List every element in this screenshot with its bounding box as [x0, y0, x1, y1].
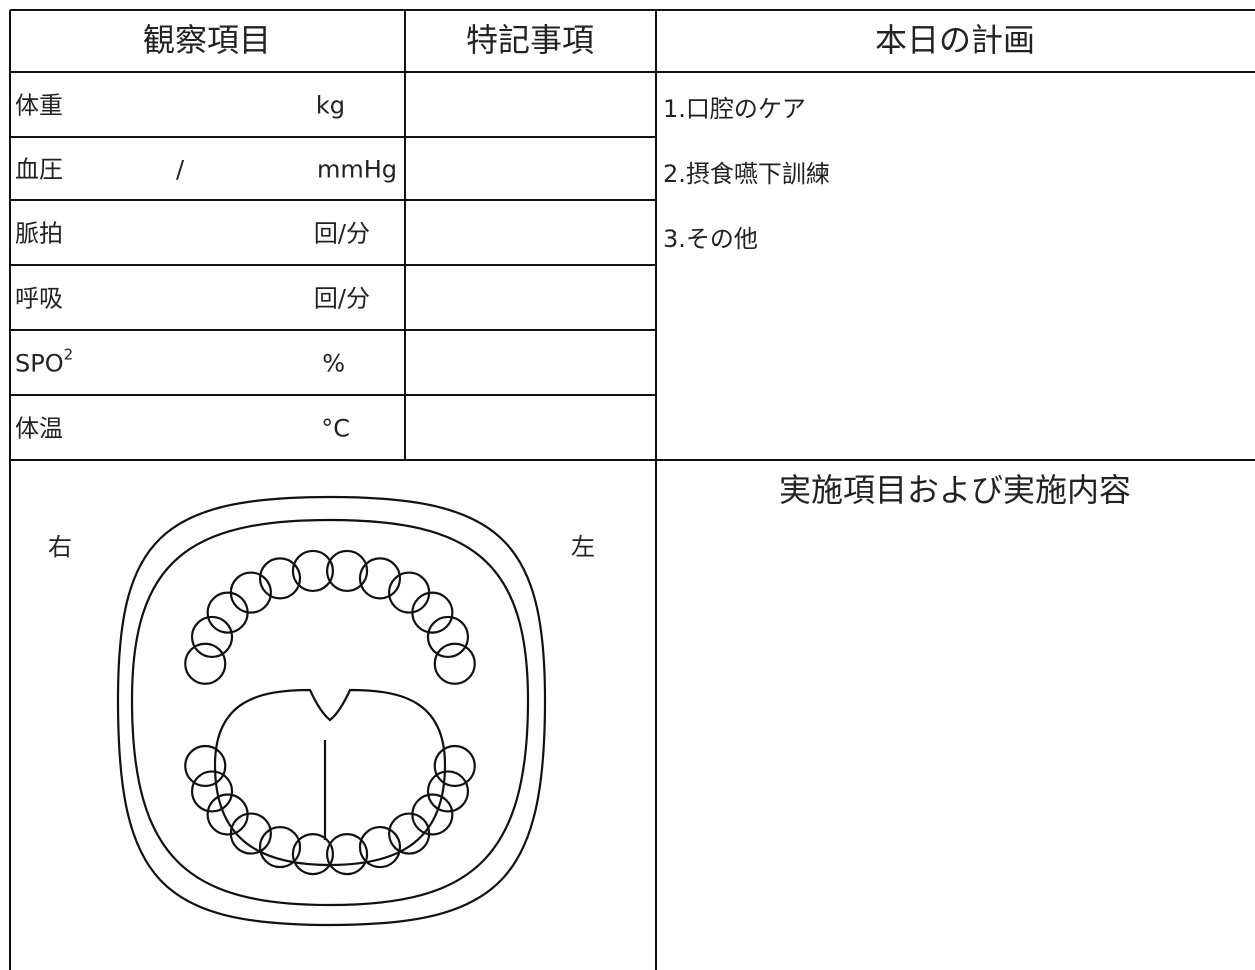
- row-label: 脈拍: [15, 220, 63, 248]
- implementation-title: 実施項目および実施内容: [779, 471, 1131, 509]
- diagram-right: 右: [48, 533, 72, 561]
- row-unit: kg: [316, 92, 345, 120]
- tooth: [190, 615, 234, 659]
- tooth: [358, 825, 402, 869]
- tooth: [388, 812, 431, 855]
- header-plan: 本日の計画: [875, 21, 1035, 59]
- row-unit: mmHg: [317, 156, 397, 184]
- row-label: 呼吸: [15, 285, 63, 313]
- tooth: [291, 549, 335, 593]
- diagram-left: 左: [571, 533, 595, 561]
- tooth: [433, 744, 476, 788]
- row-label-text: SPO: [15, 350, 64, 378]
- row-label: SPO2: [15, 345, 73, 378]
- tooth: [426, 615, 470, 659]
- row-label-text: 呼吸: [15, 285, 63, 313]
- tooth: [325, 833, 369, 876]
- table-lines: [9, 9, 1255, 970]
- tooth: [206, 793, 249, 836]
- mouth-diagram: [116, 495, 547, 927]
- tooth: [184, 642, 227, 685]
- row-label-text: 体重: [15, 92, 63, 120]
- tooth: [206, 591, 249, 634]
- tooth: [426, 770, 470, 813]
- row-separator: /: [176, 156, 185, 184]
- tooth: [190, 770, 234, 813]
- tooth: [411, 793, 454, 836]
- tooth: [411, 591, 454, 634]
- tooth: [388, 571, 431, 614]
- row-unit: 回/分: [314, 285, 370, 313]
- tooth: [258, 825, 302, 869]
- row-unit: %: [322, 350, 345, 378]
- tooth: [258, 557, 302, 600]
- row-unit: °C: [321, 415, 350, 443]
- tooth: [325, 549, 369, 593]
- plan-item: 2.摂食嚥下訓練: [663, 160, 830, 188]
- plan-item: 3.その他: [663, 225, 758, 253]
- row-unit: 回/分: [314, 220, 370, 248]
- row-label-superscript: 2: [64, 345, 74, 363]
- row-label-text: 血圧: [15, 156, 63, 184]
- row-label-text: 体温: [15, 415, 63, 443]
- row-label: 血圧: [15, 156, 63, 184]
- tooth: [433, 642, 476, 685]
- header-notes: 特記事項: [466, 21, 594, 59]
- row-label: 体温: [15, 415, 63, 443]
- tooth: [184, 744, 227, 788]
- plan-item: 1.口腔のケア: [663, 95, 806, 123]
- tooth: [291, 833, 335, 876]
- tooth: [358, 557, 402, 600]
- header-observation: 観察項目: [143, 21, 271, 59]
- row-label-text: 脈拍: [15, 220, 63, 248]
- row-label: 体重: [15, 92, 63, 120]
